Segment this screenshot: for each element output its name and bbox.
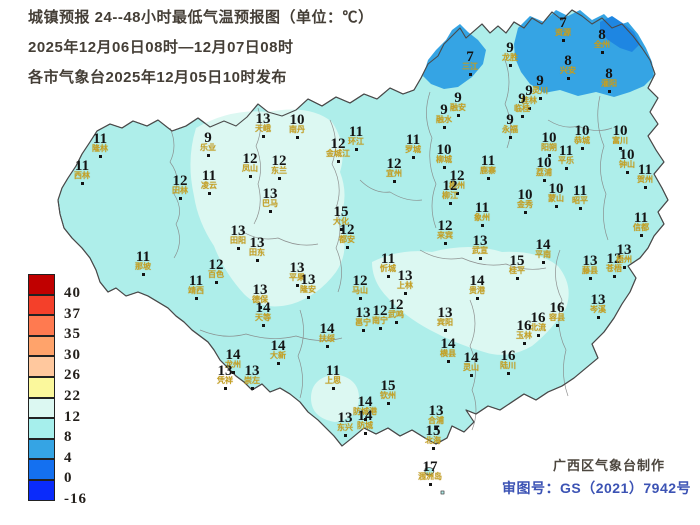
county-border-5 xyxy=(547,119,613,131)
issue-time: 各市气象台2025年12月05日10时发布 xyxy=(28,69,287,86)
county-border-13 xyxy=(239,229,319,246)
legend-value: 8 xyxy=(64,429,73,446)
legend-value: 40 xyxy=(64,285,81,301)
legend-swatch-30 xyxy=(28,335,55,357)
county-border-11 xyxy=(555,249,569,397)
county-border-9 xyxy=(419,249,547,270)
county-border-0 xyxy=(169,127,180,259)
legend-swatch-26 xyxy=(28,356,55,377)
legend-value: 37 xyxy=(64,305,81,322)
legend-value: -16 xyxy=(64,490,87,507)
legend-swatch-37 xyxy=(28,294,55,316)
forecast-period: 2025年12月06日08时—12月07日08时 xyxy=(28,39,294,56)
legend-swatch-22 xyxy=(28,376,55,398)
legend-value: 22 xyxy=(64,387,81,404)
legend-value: 0 xyxy=(64,470,73,487)
weizhou-island xyxy=(424,467,435,476)
county-border-2 xyxy=(329,119,342,293)
page-title: 城镇预报 24--48小时最低气温预报图（单位：℃） xyxy=(28,9,374,26)
county-border-8 xyxy=(297,309,304,399)
legend-swatch-40 xyxy=(28,274,55,295)
map-approval-number: 审图号：GS（2021）7942号 xyxy=(502,480,692,496)
legend-value: 4 xyxy=(64,449,73,466)
county-border-1 xyxy=(253,107,261,225)
legend-swatch-0 xyxy=(28,459,55,480)
legend-value: 26 xyxy=(64,367,81,384)
legend-value: 12 xyxy=(64,408,81,425)
legend-swatch-4 xyxy=(28,438,55,460)
patch-pale-shiwandashan xyxy=(311,374,359,422)
county-border-12 xyxy=(359,179,423,201)
legend-value: 35 xyxy=(64,326,81,343)
county-border-7 xyxy=(199,329,343,341)
patch-cold-sanjiang xyxy=(423,24,486,89)
patch-cold-northeast xyxy=(514,10,654,97)
county-border-4 xyxy=(504,59,511,149)
patch-pale-center-west xyxy=(190,109,345,307)
county-border-3 xyxy=(426,91,437,229)
county-border-10 xyxy=(469,299,477,431)
legend-swatch-12 xyxy=(28,397,55,419)
county-border-6 xyxy=(597,95,609,241)
small-islet xyxy=(440,490,445,495)
patch-colder-ne-corner xyxy=(600,16,640,52)
province-outline-top xyxy=(57,9,669,447)
legend-swatch--16 xyxy=(28,479,55,501)
producer-credit: 广西区气象台制作 xyxy=(553,458,666,473)
map-header: 城镇预报 24--48小时最低气温预报图（单位：℃） 2025年12月06日08… xyxy=(28,6,374,87)
legend-swatch-8 xyxy=(28,418,55,439)
legend-value: 30 xyxy=(64,346,81,363)
legend-swatch-35 xyxy=(28,315,55,336)
